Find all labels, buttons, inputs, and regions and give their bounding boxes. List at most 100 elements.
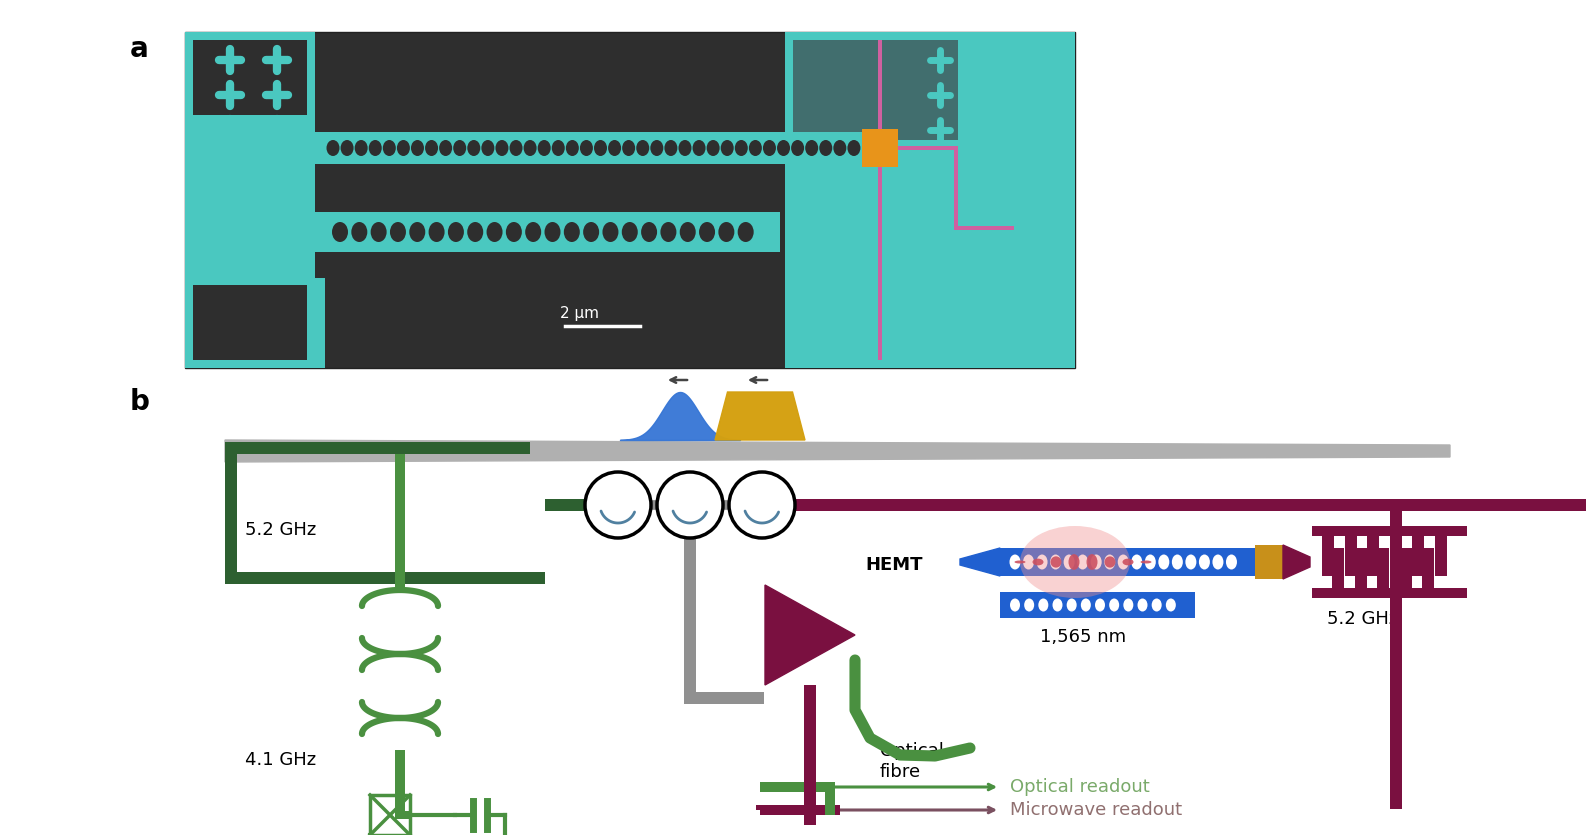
Bar — [193, 40, 308, 115]
Polygon shape — [1283, 545, 1310, 579]
Ellipse shape — [1025, 599, 1034, 611]
Bar — [1001, 592, 1194, 618]
Ellipse shape — [396, 140, 409, 156]
Bar — [804, 685, 817, 825]
Ellipse shape — [1094, 599, 1105, 611]
Ellipse shape — [777, 140, 790, 156]
Ellipse shape — [660, 222, 676, 242]
Ellipse shape — [468, 140, 481, 156]
Bar — [225, 442, 236, 572]
Bar — [795, 499, 1586, 511]
Bar — [395, 780, 404, 815]
Text: 2 μm: 2 μm — [560, 306, 600, 321]
Bar — [684, 538, 696, 658]
Ellipse shape — [680, 222, 696, 242]
Ellipse shape — [1109, 599, 1120, 611]
Ellipse shape — [622, 222, 638, 242]
Circle shape — [585, 472, 650, 538]
Ellipse shape — [552, 140, 565, 156]
Ellipse shape — [607, 140, 622, 156]
Ellipse shape — [428, 222, 444, 242]
Bar — [793, 40, 958, 140]
Ellipse shape — [693, 140, 706, 156]
Ellipse shape — [1172, 554, 1183, 569]
Ellipse shape — [584, 222, 600, 242]
Text: 4.1 GHz: 4.1 GHz — [244, 751, 316, 769]
Ellipse shape — [327, 140, 339, 156]
Ellipse shape — [763, 140, 776, 156]
Ellipse shape — [1077, 554, 1088, 569]
Bar — [395, 811, 411, 819]
Bar — [1354, 549, 1367, 588]
Ellipse shape — [1137, 599, 1148, 611]
Text: Optical readout: Optical readout — [1010, 778, 1150, 796]
Bar — [225, 442, 530, 454]
Ellipse shape — [791, 140, 804, 156]
Ellipse shape — [523, 140, 536, 156]
Bar — [757, 805, 768, 810]
Ellipse shape — [1039, 599, 1048, 611]
Ellipse shape — [1086, 554, 1098, 569]
Bar — [316, 132, 880, 164]
Polygon shape — [764, 585, 855, 685]
Ellipse shape — [749, 140, 761, 156]
Ellipse shape — [641, 222, 657, 242]
Ellipse shape — [382, 140, 396, 156]
Text: b: b — [130, 388, 149, 416]
Bar — [879, 40, 882, 360]
Bar — [225, 572, 546, 584]
Ellipse shape — [1037, 554, 1048, 569]
Ellipse shape — [720, 140, 734, 156]
Ellipse shape — [679, 140, 691, 156]
Bar — [546, 499, 585, 511]
Bar — [395, 750, 404, 780]
Ellipse shape — [1050, 554, 1061, 569]
Bar — [955, 146, 958, 226]
Bar — [193, 285, 308, 360]
Ellipse shape — [468, 222, 484, 242]
Ellipse shape — [1010, 599, 1020, 611]
Ellipse shape — [699, 222, 715, 242]
Ellipse shape — [341, 140, 354, 156]
Ellipse shape — [806, 140, 818, 156]
Ellipse shape — [833, 140, 847, 156]
Ellipse shape — [352, 222, 368, 242]
Bar — [316, 212, 780, 252]
Bar — [395, 454, 404, 590]
Text: Optical
fibre: Optical fibre — [880, 742, 944, 781]
Bar — [1389, 499, 1402, 809]
Ellipse shape — [447, 222, 465, 242]
Ellipse shape — [487, 222, 503, 242]
Text: 5.2 GHz: 5.2 GHz — [244, 521, 316, 539]
Ellipse shape — [665, 140, 677, 156]
Ellipse shape — [525, 222, 541, 242]
Bar — [1312, 588, 1467, 598]
Ellipse shape — [1067, 599, 1077, 611]
Bar — [1377, 549, 1389, 588]
Bar — [1412, 536, 1424, 575]
Ellipse shape — [1023, 554, 1034, 569]
Bar — [186, 278, 325, 368]
Ellipse shape — [390, 222, 406, 242]
Ellipse shape — [1104, 554, 1115, 569]
Ellipse shape — [506, 222, 522, 242]
Bar — [1389, 536, 1402, 575]
Bar — [1345, 536, 1356, 575]
Ellipse shape — [1118, 554, 1129, 569]
Ellipse shape — [1151, 599, 1161, 611]
Bar — [1367, 536, 1378, 575]
Bar — [760, 805, 841, 815]
Ellipse shape — [331, 222, 347, 242]
Ellipse shape — [1212, 554, 1223, 569]
Bar — [546, 499, 585, 511]
Ellipse shape — [538, 140, 550, 156]
Ellipse shape — [1131, 554, 1142, 569]
Ellipse shape — [1015, 560, 1026, 564]
Ellipse shape — [1185, 554, 1196, 569]
Ellipse shape — [737, 222, 753, 242]
Bar — [1323, 536, 1334, 575]
Bar — [825, 782, 834, 815]
Ellipse shape — [1226, 554, 1237, 569]
Bar — [684, 658, 696, 698]
Bar — [1332, 549, 1343, 588]
